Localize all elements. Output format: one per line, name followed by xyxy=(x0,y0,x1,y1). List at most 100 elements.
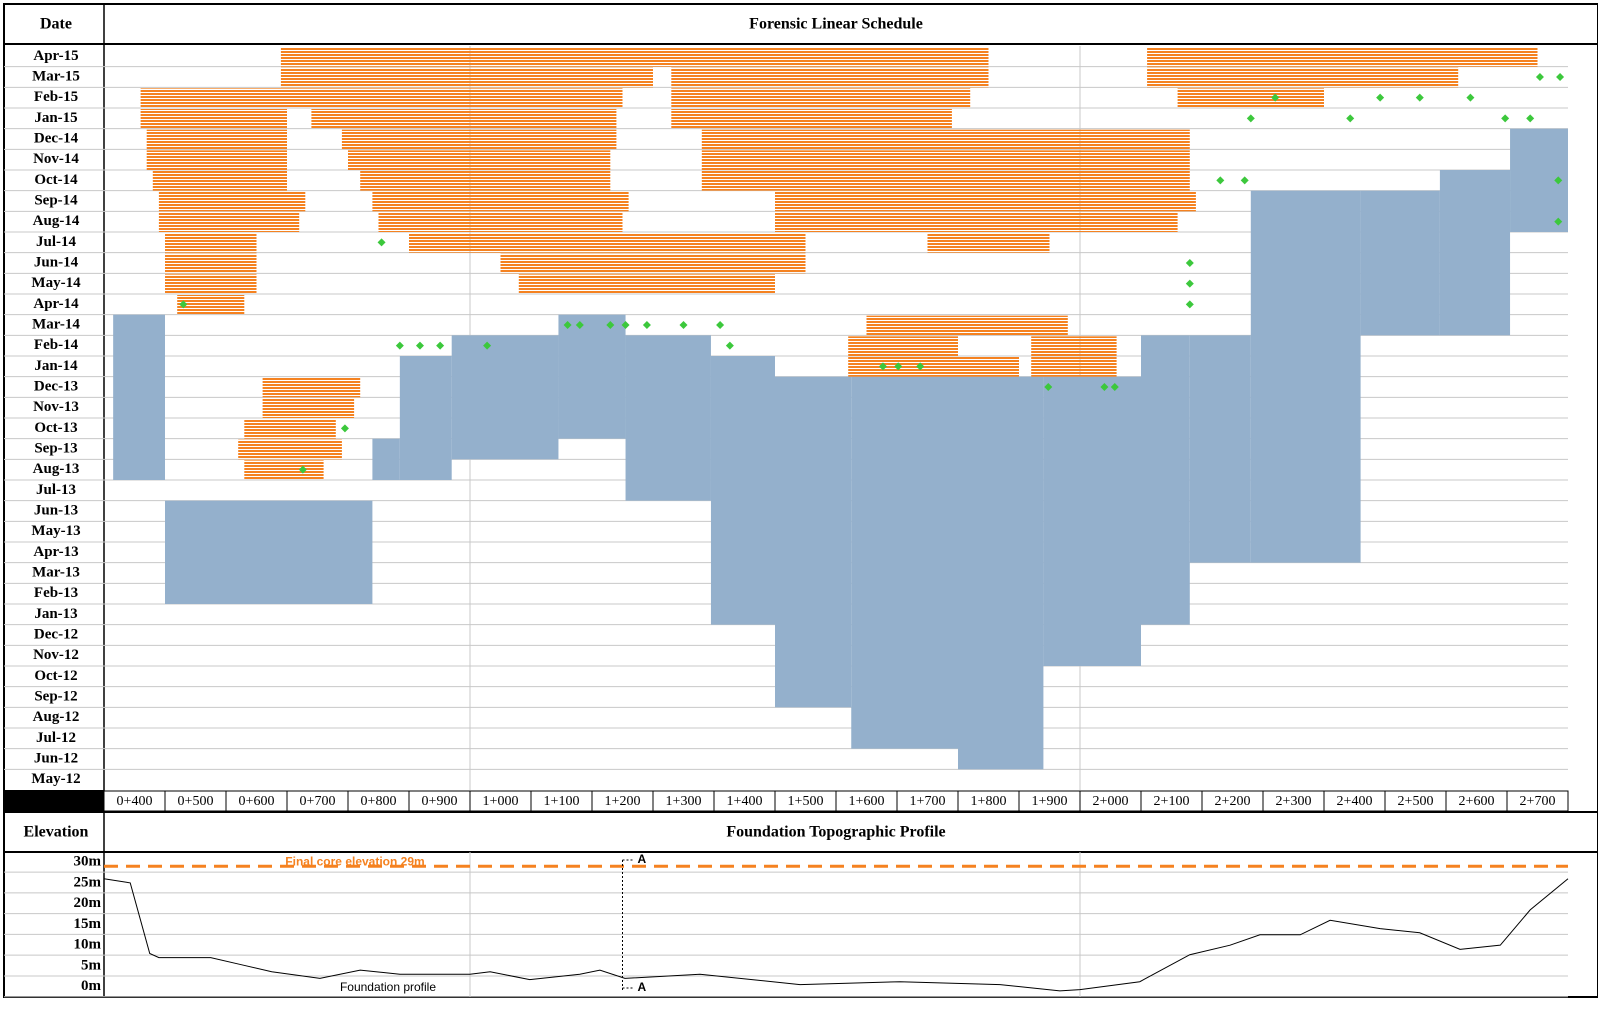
x-tick-label: 0+700 xyxy=(300,794,336,809)
milestone xyxy=(563,321,572,329)
x-tick-label: 2+100 xyxy=(1154,794,1190,809)
milestone xyxy=(725,341,734,350)
work-bar xyxy=(775,191,1196,212)
work-bar xyxy=(177,295,245,315)
work-bar xyxy=(140,88,623,108)
milestone xyxy=(1376,93,1385,102)
blocked-area xyxy=(1439,170,1511,336)
y-tick-label: 25m xyxy=(74,874,102,890)
work-bar xyxy=(1177,88,1324,108)
work-bar xyxy=(671,67,989,88)
tick-cell xyxy=(1506,790,1569,812)
y-tick-label: Oct-13 xyxy=(34,420,77,436)
y-tick-label: Jun-14 xyxy=(34,254,79,270)
y-tick-label: Nov-12 xyxy=(33,647,79,663)
work-bar xyxy=(262,398,355,418)
section-label: A xyxy=(638,980,647,994)
milestone xyxy=(878,362,887,371)
y-tick-label: May-12 xyxy=(31,771,80,787)
y-tick-label: Jul-13 xyxy=(36,482,76,498)
y-tick-label: Sep-14 xyxy=(34,192,78,208)
milestone xyxy=(621,321,630,329)
milestone xyxy=(575,321,584,329)
work-bar xyxy=(378,212,623,232)
profile: 0m 5m 10m 15m 20m 25m 30m Final core elevation … xyxy=(4,852,1569,998)
work-bar xyxy=(701,129,1190,150)
blocked-area xyxy=(775,376,852,708)
milestone xyxy=(716,321,725,329)
work-bar xyxy=(165,274,257,294)
blocked-area xyxy=(1250,190,1361,563)
y-label: Elevation xyxy=(24,824,89,841)
work-bar xyxy=(360,171,611,191)
milestone xyxy=(1526,114,1535,123)
work-bar xyxy=(701,171,1190,191)
work-bar xyxy=(158,212,300,232)
work-bar xyxy=(146,150,287,170)
work-bar xyxy=(701,150,1190,170)
blocked-area xyxy=(1043,376,1141,666)
milestone xyxy=(679,321,688,329)
milestone xyxy=(1346,114,1355,123)
y-tick-label: Oct-12 xyxy=(34,668,77,684)
y-tick-label: May-14 xyxy=(31,275,81,291)
schedule: May-12 Jun-12 Jul-12 Aug-12 Sep-12 Oct-12 Nov-… xyxy=(4,46,1569,812)
milestone xyxy=(1271,93,1280,102)
y-tick-label: Feb-15 xyxy=(34,89,78,105)
y-tick-label: May-13 xyxy=(31,523,80,539)
work-bar xyxy=(500,253,806,274)
x-tick-label: 1+300 xyxy=(666,794,702,809)
section-label: A xyxy=(638,852,647,866)
x-tick-label: 2+400 xyxy=(1337,794,1373,809)
work-bar xyxy=(927,233,1050,253)
y-tick-label: Jul-12 xyxy=(36,730,76,746)
blocked-area xyxy=(1189,335,1251,563)
blocked-area xyxy=(165,500,373,604)
y-tick-label: Dec-12 xyxy=(34,626,78,642)
work-bar xyxy=(140,109,287,129)
x-tick-label: 1+000 xyxy=(483,794,519,809)
x-tick-label: 1+700 xyxy=(910,794,946,809)
y-tick-label: Jan-13 xyxy=(34,606,77,622)
x-tick-label: 1+800 xyxy=(971,794,1007,809)
work-bar xyxy=(1147,67,1459,88)
y-tick-label: Dec-13 xyxy=(34,378,78,394)
work-bar xyxy=(671,88,971,108)
blocked-area xyxy=(1360,190,1440,336)
y-tick-label: Feb-14 xyxy=(34,337,79,353)
y-tick-label: Aug-12 xyxy=(33,709,80,725)
work-bar xyxy=(775,212,1178,232)
milestone xyxy=(642,321,651,329)
work-bar xyxy=(348,150,611,170)
x-tick-label: 2+600 xyxy=(1459,794,1495,809)
profile-label: Foundation profile xyxy=(340,980,436,994)
blocked-area xyxy=(958,376,1044,770)
milestone xyxy=(894,362,903,371)
milestone xyxy=(1554,176,1563,185)
blocked-area xyxy=(625,335,711,501)
work-bar xyxy=(158,191,306,212)
y-tick-label: Jan-14 xyxy=(34,358,78,374)
milestone xyxy=(1415,93,1424,102)
work-bar xyxy=(518,274,775,294)
y-label: Date xyxy=(40,16,72,33)
work-bar xyxy=(671,109,952,129)
chart-title: Forensic Linear Schedule xyxy=(749,16,923,33)
x-tick-label: 2+300 xyxy=(1276,794,1312,809)
work-bar xyxy=(409,233,806,253)
milestone xyxy=(483,341,492,350)
work-bar xyxy=(1031,357,1117,377)
work-bar xyxy=(165,253,257,274)
milestone xyxy=(1185,259,1194,267)
y-tick-label: Jun-12 xyxy=(34,750,78,766)
y-tick-label: Jun-13 xyxy=(34,502,78,518)
blocked-area xyxy=(1141,335,1190,625)
y-tick-label: Aug-13 xyxy=(33,461,80,477)
y-tick-label: Apr-15 xyxy=(33,48,78,64)
work-bar xyxy=(311,109,617,129)
work-bar xyxy=(341,129,617,150)
milestone xyxy=(1554,217,1563,226)
y-tick-label: 20m xyxy=(74,895,102,911)
milestone xyxy=(1501,114,1510,123)
